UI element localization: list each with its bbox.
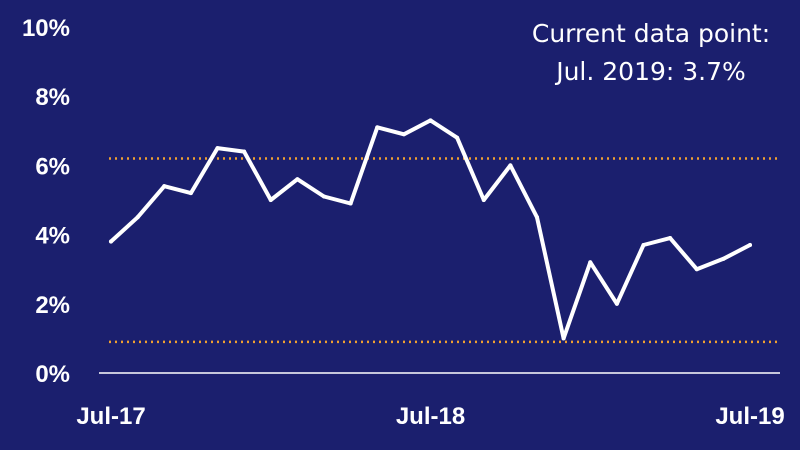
data-point	[375, 125, 380, 130]
y-tick-label: 6%	[35, 153, 70, 180]
x-tick-label: Jul-18	[396, 403, 465, 430]
y-tick-label: 2%	[35, 292, 70, 319]
data-point	[109, 239, 113, 244]
data-point	[322, 194, 326, 199]
y-tick-label: 4%	[35, 223, 70, 250]
data-point	[162, 184, 167, 189]
y-tick-label: 8%	[35, 84, 70, 111]
data-point	[188, 191, 193, 196]
data-point	[401, 132, 406, 137]
data-point	[588, 260, 593, 265]
data-point	[348, 201, 353, 206]
data-point	[242, 149, 247, 154]
series-group	[109, 118, 752, 341]
data-point	[561, 336, 566, 341]
current-point-annotation-line1: Current data point:	[532, 19, 770, 48]
data-point	[428, 118, 433, 123]
data-point	[748, 242, 752, 247]
data-point	[455, 135, 460, 140]
data-point	[295, 177, 300, 182]
x-tick-label: Jul-19	[715, 403, 784, 430]
data-point	[215, 146, 220, 151]
reference-lines	[109, 157, 780, 344]
data-point	[614, 301, 619, 306]
current-point-annotation-line2: Jul. 2019: 3.7%	[554, 57, 746, 86]
y-tick-label: 0%	[35, 361, 70, 388]
data-point	[508, 163, 513, 168]
data-point	[721, 256, 726, 261]
data-point	[694, 267, 699, 272]
x-axis-tick-labels: Jul-17 Jul-18 Jul-19	[76, 403, 784, 430]
x-tick-label: Jul-17	[76, 403, 145, 430]
data-point	[135, 215, 140, 220]
data-point	[641, 242, 646, 247]
data-point	[268, 198, 273, 202]
series-line	[109, 118, 752, 341]
data-point	[668, 236, 673, 241]
data-point	[481, 198, 486, 202]
data-point	[535, 215, 539, 220]
y-axis-tick-labels: 0% 2% 4% 6% 8% 10%	[22, 15, 70, 388]
y-tick-label: 10%	[22, 15, 70, 42]
